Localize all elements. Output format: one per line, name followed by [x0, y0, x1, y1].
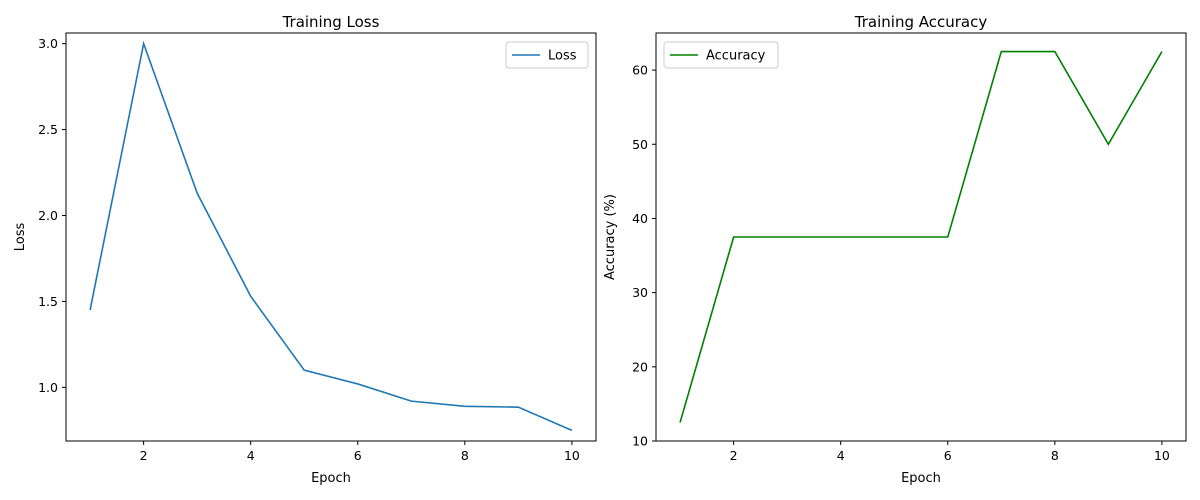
loss-legend-label: Loss: [548, 49, 577, 64]
loss-legend: Loss: [505, 41, 589, 69]
accuracy-x-tick-label: 4: [837, 448, 845, 463]
accuracy-plot-area: [655, 32, 1187, 442]
loss-x-tick-label: 8: [461, 448, 469, 463]
accuracy-x-axis-label: Epoch: [901, 471, 941, 486]
loss-y-tick-label: 2.5: [38, 122, 58, 137]
accuracy-y-tick-label: 30: [632, 285, 648, 300]
accuracy-y-tick-label: 50: [632, 137, 648, 152]
loss-y-axis-label: Loss: [13, 223, 28, 252]
accuracy-legend-label: Accuracy: [706, 49, 766, 64]
accuracy-x-tick-label: 6: [944, 448, 952, 463]
loss-x-axis-label: Epoch: [311, 471, 351, 486]
loss-legend-box: [505, 41, 589, 69]
accuracy-y-tick-label: 10: [632, 434, 648, 449]
accuracy-chart: Training Accuracy 2 4 6 8 10 10 20 30 40 50 60 Epo…: [603, 13, 1187, 486]
loss-y-tick-label: 1.5: [38, 294, 58, 309]
loss-plot-area: [65, 32, 597, 442]
loss-y-tick-label: 1.0: [38, 380, 58, 395]
accuracy-x-tick-label: 2: [730, 448, 738, 463]
accuracy-x-tick-label: 10: [1154, 448, 1170, 463]
loss-x-tick-label: 6: [354, 448, 362, 463]
accuracy-legend: Accuracy: [663, 41, 779, 69]
loss-chart: Training Loss 2 4 6 8 10 1.0 1.5 2.0 2.5 3.0 Epoc…: [13, 13, 597, 486]
accuracy-y-axis-label: Accuracy (%): [603, 194, 618, 280]
loss-y-tick-label: 3.0: [38, 36, 58, 51]
loss-x-tick-label: 4: [247, 448, 255, 463]
loss-chart-title: Training Loss: [282, 13, 380, 31]
accuracy-legend-box: [663, 41, 779, 69]
accuracy-x-tick-label: 8: [1051, 448, 1059, 463]
loss-ticks: 2 4 6 8 10 1.0 1.5 2.0 2.5 3.0: [38, 36, 580, 463]
accuracy-y-tick-label: 40: [632, 211, 648, 226]
loss-x-tick-label: 10: [564, 448, 580, 463]
accuracy-y-tick-label: 60: [632, 63, 648, 78]
accuracy-series-line: [679, 50, 1163, 423]
loss-x-tick-label: 2: [140, 448, 148, 463]
loss-series-line: [89, 40, 573, 432]
accuracy-chart-title: Training Accuracy: [854, 13, 988, 31]
accuracy-ticks: 2 4 6 8 10 10 20 30 40 50 60: [632, 63, 1170, 463]
accuracy-y-tick-label: 20: [632, 359, 648, 374]
loss-y-tick-label: 2.0: [38, 208, 58, 223]
